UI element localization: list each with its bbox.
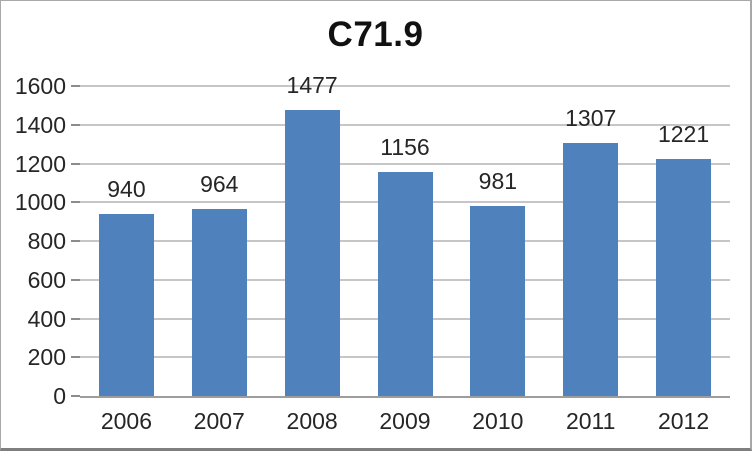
y-axis-tick-mark bbox=[71, 123, 80, 126]
x-axis-category-label: 2012 bbox=[657, 408, 710, 434]
bar bbox=[191, 209, 247, 396]
bar-value-label: 1221 bbox=[657, 121, 710, 148]
y-axis-tick-label: 1400 bbox=[14, 111, 66, 138]
bar-value-label: 964 bbox=[200, 171, 239, 198]
y-axis-tick-mark bbox=[71, 85, 80, 87]
y-axis-tick-mark bbox=[71, 395, 80, 397]
gridline bbox=[80, 85, 730, 87]
bar-value-label: 1477 bbox=[286, 71, 338, 98]
y-axis-tick-mark bbox=[71, 201, 80, 204]
x-axis-category-label: 2008 bbox=[286, 408, 338, 434]
y-axis-tick-label: 800 bbox=[27, 228, 66, 254]
bar bbox=[377, 172, 433, 396]
x-axis-category-label: 2006 bbox=[100, 408, 152, 434]
y-axis-tick-label: 600 bbox=[27, 266, 66, 293]
y-axis-tick-label: 0 bbox=[53, 383, 66, 409]
x-axis-category-label: 2009 bbox=[379, 408, 431, 434]
y-axis-tick-mark bbox=[71, 356, 80, 359]
chart-title: C71.9 bbox=[327, 15, 424, 54]
gridline bbox=[80, 123, 730, 126]
bar bbox=[284, 109, 340, 396]
y-axis-tick-label: 200 bbox=[27, 344, 66, 371]
y-axis-tick-mark bbox=[71, 317, 80, 320]
bar-value-label: 1156 bbox=[380, 134, 430, 161]
bar bbox=[656, 159, 712, 396]
y-axis-tick-label: 1200 bbox=[14, 150, 66, 177]
bar-value-label: 940 bbox=[107, 175, 146, 202]
bar bbox=[470, 205, 526, 396]
gridline bbox=[80, 162, 730, 165]
y-axis-tick-mark bbox=[71, 162, 80, 165]
y-axis-tick-label: 1000 bbox=[14, 189, 66, 216]
plot-area: 0 200 400 600 800 1000 1200 1400 1600 940 2006 964 2… bbox=[15, 72, 730, 434]
x-axis-category-label: 2007 bbox=[193, 408, 245, 434]
x-axis-category-label: 2010 bbox=[472, 408, 524, 434]
y-axis-tick-mark bbox=[71, 278, 80, 281]
bar bbox=[563, 142, 619, 396]
bar-value-label: 1307 bbox=[565, 104, 617, 131]
y-axis-tick-mark bbox=[71, 240, 80, 242]
bar bbox=[98, 213, 154, 396]
x-axis-category-label: 2011 bbox=[565, 408, 616, 434]
y-axis-tick-label: 1600 bbox=[14, 73, 66, 99]
y-axis-tick-label: 400 bbox=[27, 305, 66, 332]
bar-value-label: 981 bbox=[478, 167, 518, 194]
